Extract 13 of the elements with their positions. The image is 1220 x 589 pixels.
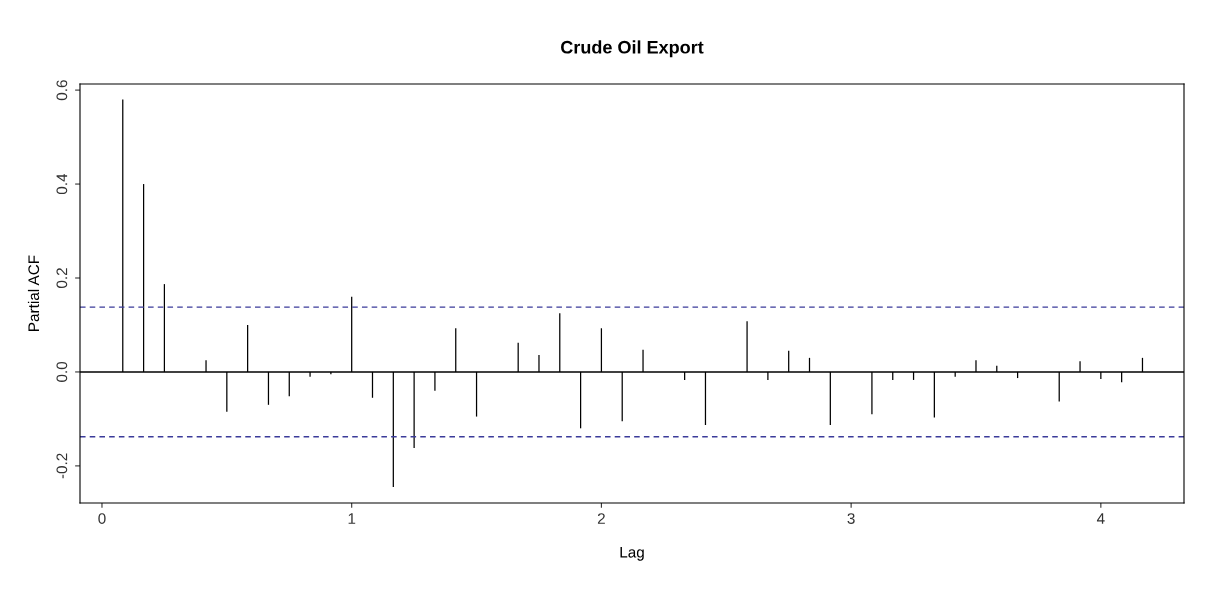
x-tick-label: 3 [847, 513, 855, 524]
y-tick-label: 0.6 [56, 80, 68, 101]
y-axis-title: Partial ACF [27, 255, 40, 331]
x-tick-label: 0 [98, 513, 106, 524]
y-tick-label: -0.2 [56, 453, 68, 479]
y-tick-label: 0.0 [56, 361, 68, 382]
x-tick-label: 2 [597, 513, 605, 524]
chart-title: Crude Oil Export [561, 40, 704, 58]
y-tick-label: 0.4 [56, 173, 68, 195]
x-axis-title: Lag [620, 546, 644, 561]
x-tick-label: 4 [1096, 513, 1105, 524]
x-tick-label: 1 [348, 513, 356, 524]
y-tick-label: 0.2 [56, 268, 68, 289]
